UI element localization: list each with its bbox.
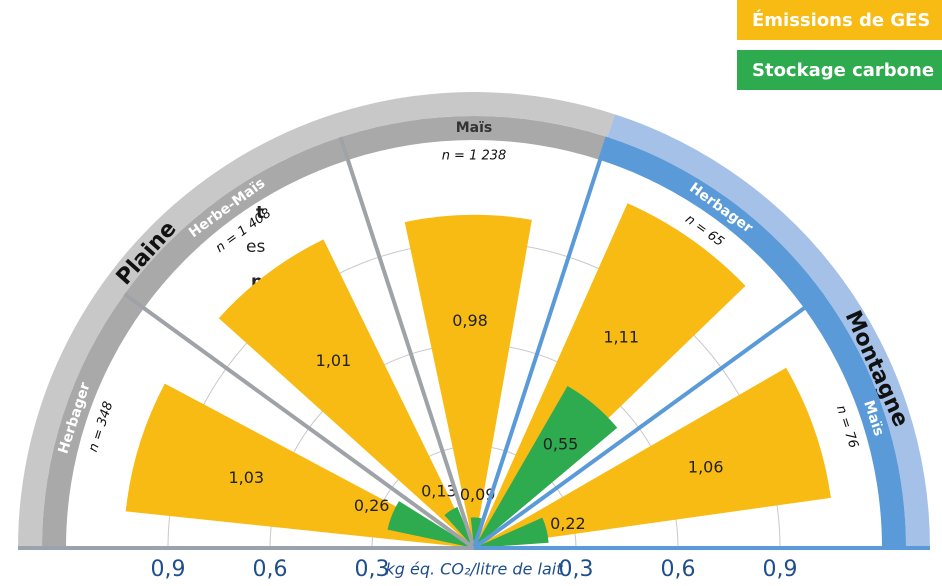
value-label: 0,98	[452, 311, 488, 330]
axis-title: kg éq. CO₂/litre de lait	[386, 560, 564, 579]
value-label: 0,13	[421, 481, 457, 500]
category-count: n = 76	[833, 404, 861, 450]
carbon-bar	[444, 507, 474, 548]
ges-bar	[404, 214, 532, 548]
value-label: 1,03	[228, 468, 264, 487]
separator	[338, 136, 476, 549]
value-label: 1,06	[688, 458, 724, 477]
ges-bar	[474, 367, 831, 548]
x-tick-label: 0,9	[151, 557, 186, 582]
category-band	[340, 116, 608, 160]
fragment-text: es	[246, 237, 265, 257]
separator	[123, 292, 476, 550]
x-tick-label: 0,6	[253, 557, 288, 582]
category-band	[600, 137, 824, 309]
value-label: 0,55	[543, 434, 579, 453]
category-count: n = 1 238	[442, 149, 507, 164]
x-tick-label: 0,6	[661, 557, 696, 582]
separator	[472, 136, 610, 549]
legend-swatch	[737, 0, 942, 40]
x-tick-label: 0,3	[355, 557, 390, 582]
legend-label: Émissions de GES	[752, 9, 930, 31]
value-label: 0,09	[460, 485, 496, 504]
legend-label: Stockage carbone	[752, 60, 934, 81]
value-label: 1,11	[603, 327, 639, 346]
legend-swatch	[737, 50, 942, 90]
x-tick-label: 0,9	[763, 557, 798, 582]
carbon-bar	[387, 501, 474, 548]
fragment-text: t	[256, 203, 264, 223]
category-band	[124, 137, 348, 309]
value-label: 0,26	[354, 496, 390, 515]
carbon-bar	[474, 386, 618, 548]
separator	[472, 292, 825, 550]
x-tick-label: 0,3	[559, 557, 594, 582]
category-label: Maïs	[456, 120, 493, 136]
ges-bar	[218, 239, 474, 548]
value-label: 1,01	[316, 351, 352, 370]
category-band	[42, 294, 144, 548]
value-label: 0,22	[550, 514, 586, 533]
category-band	[804, 294, 906, 548]
group-band	[607, 114, 931, 548]
carbon-bar	[474, 517, 549, 548]
ges-bar	[125, 383, 474, 548]
